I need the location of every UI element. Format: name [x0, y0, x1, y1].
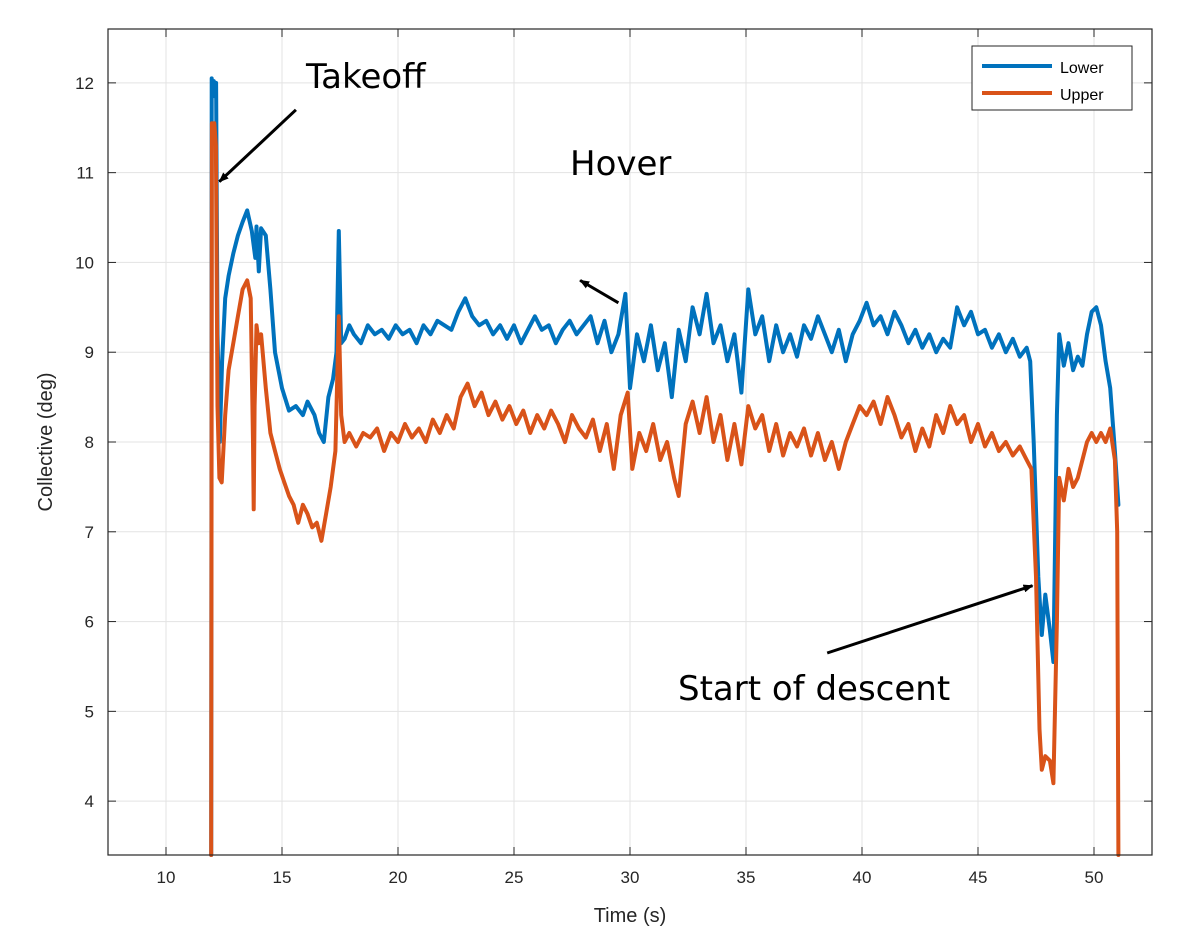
x-tick-label: 50 [1085, 868, 1104, 887]
annotation-start-of-descent: Start of descent [678, 669, 950, 709]
series-line-lower [209, 76, 1121, 857]
x-tick-label: 15 [273, 868, 292, 887]
x-tick-label: 45 [969, 868, 988, 887]
x-tick-label: 20 [389, 868, 408, 887]
y-tick-label: 10 [75, 253, 94, 272]
series-lines [209, 76, 1121, 857]
annotation-arrow-2 [826, 584, 1034, 655]
annotation-arrow-0 [218, 108, 297, 183]
x-tick-label: 40 [853, 868, 872, 887]
legend-box [971, 45, 1133, 111]
y-tick-label: 6 [85, 613, 94, 632]
legend-label-upper: Upper [1060, 87, 1104, 104]
legend: Lower Upper [971, 45, 1133, 111]
y-axis-label: Collective (deg) [35, 373, 57, 512]
annotations: Takeoff Hover Start of descent [218, 57, 1034, 709]
annotation-arrow-1 [579, 279, 620, 305]
series-line-upper [209, 121, 1121, 857]
y-tick-label: 5 [85, 702, 94, 721]
y-tick-label: 12 [75, 74, 94, 93]
annotation-takeoff: Takeoff [305, 57, 427, 97]
x-axis-label: Time (s) [594, 905, 667, 927]
y-tick-label: 8 [85, 433, 94, 452]
x-tick-label: 35 [737, 868, 756, 887]
y-tick-label: 11 [76, 164, 94, 183]
y-tick-label: 4 [85, 792, 94, 811]
x-tick-label: 10 [157, 868, 176, 887]
y-tick-label: 7 [85, 523, 94, 542]
grid-lines [108, 29, 1152, 855]
y-tick-label: 9 [85, 343, 94, 362]
annotation-hover: Hover [570, 144, 671, 184]
x-tick-label: 30 [621, 868, 640, 887]
x-tick-label: 25 [505, 868, 524, 887]
legend-label-lower: Lower [1060, 60, 1104, 77]
